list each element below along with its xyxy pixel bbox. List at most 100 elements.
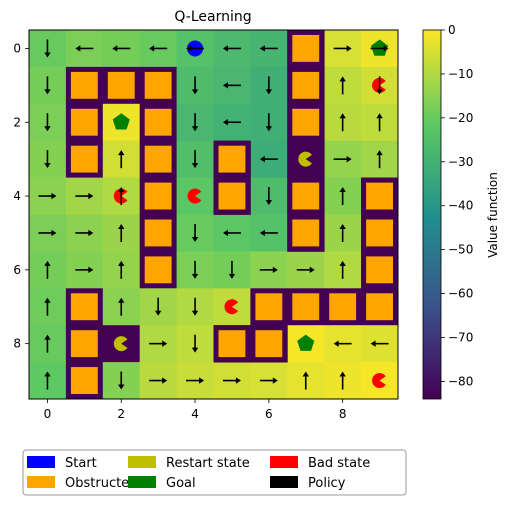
legend-label: Obstructed (65, 476, 137, 491)
x-tick-label: 4 (191, 407, 199, 421)
policy-arrow-down (44, 76, 51, 95)
policy-arrow-left (222, 45, 241, 52)
policy-arrow-up (118, 223, 125, 242)
policy-arrow-right (186, 377, 205, 384)
obstructed-cell (144, 145, 172, 173)
goal-marker (371, 39, 389, 56)
colorbar-tick-label: −40 (448, 199, 473, 213)
policy-arrow-right (75, 229, 94, 237)
obstructed-cell (70, 145, 98, 173)
policy-arrow-down (191, 260, 199, 279)
policy-arrow-down (44, 113, 51, 132)
policy-arrow-left (222, 229, 241, 237)
x-tick-label: 8 (339, 407, 347, 421)
policy-arrow-down (191, 113, 199, 132)
policy-arrow-left (75, 45, 94, 52)
policy-arrow-right (259, 377, 278, 384)
bad-state-marker (224, 299, 239, 315)
obstructed-cell (218, 145, 246, 173)
policy-arrow-up (44, 297, 51, 316)
legend-swatch (27, 456, 55, 468)
policy-arrow-up (339, 113, 346, 132)
colorbar-tick-label: −30 (448, 155, 473, 169)
policy-arrow-up (339, 260, 346, 279)
colorbar-tick-label: −80 (448, 374, 473, 388)
obstructed-cell (366, 256, 393, 284)
policy-arrow-left (370, 340, 389, 347)
legend-label: Bad state (308, 456, 370, 471)
policy-arrow-up (376, 113, 383, 132)
legend-swatch (270, 456, 298, 468)
policy-arrow-left (222, 82, 241, 89)
policy-arrow-right (149, 340, 168, 347)
policy-arrows (38, 39, 389, 390)
policy-arrow-down (228, 260, 236, 279)
obstructed-cell (70, 367, 98, 394)
legend-swatch (27, 476, 55, 488)
obstructed-cell (70, 108, 98, 136)
policy-arrow-left (333, 340, 352, 347)
policy-arrow-up (339, 371, 346, 390)
colorbar-tick-label: −50 (448, 243, 473, 257)
obstructed-cell (255, 330, 283, 358)
policy-arrow-right (222, 377, 241, 384)
bad-state-marker (187, 188, 202, 204)
policy-arrow-left (186, 45, 205, 52)
legend-label: Policy (308, 476, 346, 491)
policy-arrow-left (112, 45, 131, 52)
obstructed-cell (292, 219, 320, 247)
policy-arrow-left (259, 229, 278, 237)
policy-arrow-down (265, 113, 273, 132)
obstructed-cell (107, 71, 135, 99)
policy-arrow-up (44, 371, 51, 390)
legend: Start Obstructed Restart state Goal Bad stat… (22, 449, 407, 496)
legend-swatch (128, 476, 156, 488)
obstructed-cell (292, 35, 320, 62)
policy-arrow-right (38, 229, 57, 237)
policy-arrow-left (222, 119, 241, 126)
restart-state-marker (113, 336, 128, 352)
policy-arrow-up (44, 334, 51, 353)
policy-arrow-right (333, 45, 352, 52)
policy-arrow-left (259, 155, 278, 163)
obstructed-cell (329, 293, 357, 321)
policy-arrow-up (339, 187, 346, 206)
policy-arrow-down (265, 76, 273, 95)
legend-swatch (270, 476, 298, 488)
legend-frame (22, 449, 407, 496)
y-tick-label: 2 (13, 115, 21, 129)
restart-state-marker (298, 151, 312, 167)
colorbar-label: Value function (486, 172, 500, 258)
goal-marker (112, 113, 130, 130)
x-tick-label: 6 (265, 407, 273, 421)
plot-frame (28, 29, 399, 400)
policy-arrow-down (154, 297, 162, 316)
y-tick-label: 6 (13, 263, 21, 277)
obstructed-cell (255, 293, 283, 321)
obstructed-cell (292, 293, 320, 321)
policy-arrow-right (149, 377, 168, 384)
policy-arrow-right (75, 266, 94, 274)
obstructed-cell (144, 219, 172, 247)
obstructed-cell (218, 182, 246, 210)
policy-arrow-up (44, 260, 51, 279)
colorbar-gradient (422, 29, 442, 400)
y-tick-label: 4 (13, 189, 21, 203)
colorbar-tick-label: −70 (448, 331, 473, 345)
policy-arrow-right (38, 192, 57, 200)
policy-arrow-down (265, 187, 273, 206)
policy-arrow-down (191, 223, 199, 242)
policy-arrow-down (191, 150, 199, 169)
obstructed-cell (366, 293, 393, 321)
obstructed-cell (218, 330, 246, 358)
obstructed-cell (144, 108, 172, 136)
policy-arrow-right (75, 192, 94, 200)
obstructed-cell (144, 256, 172, 284)
chart-title: Q-Learning (174, 9, 251, 25)
colorbar-tick-label: −20 (448, 111, 473, 125)
policy-arrow-up (302, 371, 309, 390)
y-axis-ticks: 0 2 4 6 8 (13, 41, 29, 351)
policy-arrow-up (118, 260, 125, 279)
policy-arrow-down (44, 150, 51, 169)
